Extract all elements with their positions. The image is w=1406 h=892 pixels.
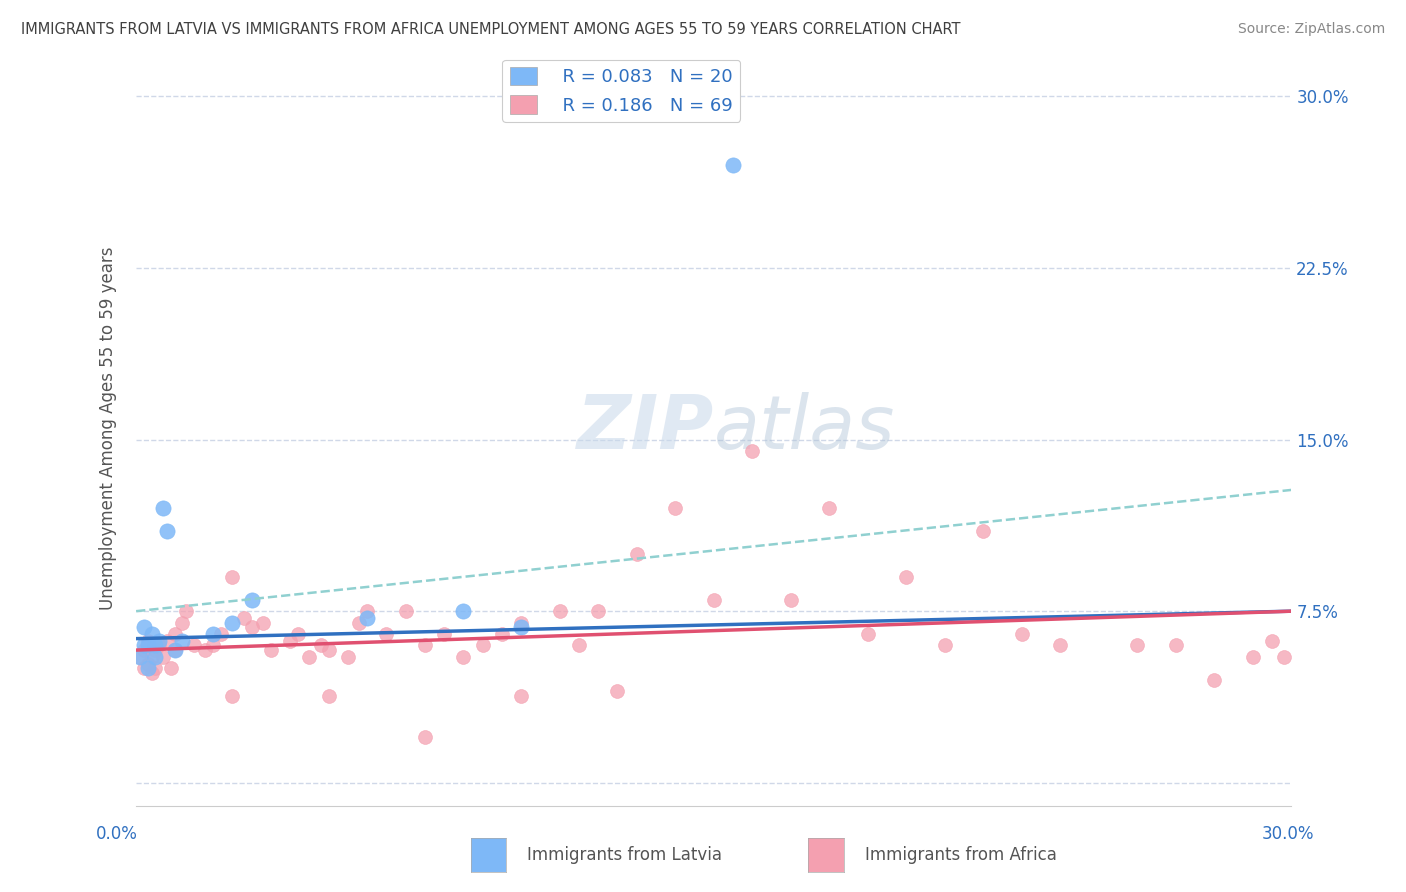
Point: [1272, 649, 1295, 664]
Point: [453, 649, 475, 664]
Point: [152, 649, 174, 664]
Text: 0.0%: 0.0%: [96, 825, 138, 843]
Point: [129, 649, 152, 664]
Point: [202, 627, 225, 641]
Point: [174, 604, 197, 618]
Point: [413, 730, 436, 744]
Point: [703, 592, 725, 607]
Point: [318, 689, 340, 703]
Point: [232, 611, 254, 625]
Point: [586, 604, 609, 618]
Point: [183, 639, 205, 653]
Y-axis label: Unemployment Among Ages 55 to 59 years: Unemployment Among Ages 55 to 59 years: [100, 246, 117, 610]
Point: [1049, 639, 1071, 653]
Point: [356, 611, 378, 625]
Point: [202, 639, 225, 653]
Point: [972, 524, 994, 538]
Point: [375, 627, 398, 641]
Point: [349, 615, 371, 630]
Point: [221, 689, 243, 703]
Point: [141, 627, 163, 641]
Point: [1164, 639, 1187, 653]
Point: [163, 643, 186, 657]
Point: [1126, 639, 1149, 653]
Text: IMMIGRANTS FROM LATVIA VS IMMIGRANTS FROM AFRICA UNEMPLOYMENT AMONG AGES 55 TO 5: IMMIGRANTS FROM LATVIA VS IMMIGRANTS FRO…: [21, 22, 960, 37]
Point: [260, 643, 283, 657]
Point: [626, 547, 648, 561]
Point: [1204, 673, 1226, 687]
Text: Source: ZipAtlas.com: Source: ZipAtlas.com: [1237, 22, 1385, 37]
Point: [194, 643, 217, 657]
Point: [172, 615, 194, 630]
Point: [132, 639, 155, 653]
Point: [240, 620, 263, 634]
Point: [278, 634, 301, 648]
Point: [221, 570, 243, 584]
Point: [141, 665, 163, 680]
Point: [129, 649, 152, 664]
Point: [163, 643, 186, 657]
Point: [934, 639, 956, 653]
Point: [309, 639, 332, 653]
Point: [548, 604, 571, 618]
Point: [156, 634, 179, 648]
Point: [240, 592, 263, 607]
Point: [471, 639, 494, 653]
Point: [163, 627, 186, 641]
Point: [1241, 649, 1264, 664]
Point: [510, 620, 533, 634]
Point: [145, 649, 167, 664]
Point: [395, 604, 418, 618]
Point: [356, 604, 378, 618]
Point: [141, 649, 163, 664]
Point: [1261, 634, 1284, 648]
Point: [136, 639, 159, 653]
Point: [159, 661, 181, 675]
Point: [136, 639, 159, 653]
Point: [148, 634, 170, 648]
Point: [145, 661, 167, 675]
Point: [510, 615, 533, 630]
Text: 30.0%: 30.0%: [1263, 825, 1315, 843]
Point: [491, 627, 513, 641]
Point: [132, 643, 155, 657]
Point: [741, 444, 763, 458]
Point: [287, 627, 309, 641]
Point: [209, 627, 232, 641]
Point: [721, 158, 744, 172]
Text: ZIP: ZIP: [576, 392, 714, 465]
Point: [145, 643, 167, 657]
Point: [152, 501, 174, 516]
Point: [156, 524, 179, 538]
Point: [1011, 627, 1033, 641]
Point: [132, 661, 155, 675]
Point: [172, 634, 194, 648]
Point: [606, 684, 628, 698]
Legend:   R = 0.083   N = 20,   R = 0.186   N = 69: R = 0.083 N = 20, R = 0.186 N = 69: [502, 60, 740, 122]
Point: [298, 649, 321, 664]
Text: Immigrants from Africa: Immigrants from Africa: [865, 847, 1056, 864]
Point: [413, 639, 436, 653]
Point: [433, 627, 456, 641]
Point: [136, 661, 159, 675]
Point: [664, 501, 686, 516]
Point: [336, 649, 359, 664]
Point: [856, 627, 879, 641]
Point: [145, 639, 167, 653]
Point: [148, 639, 170, 653]
Text: Immigrants from Latvia: Immigrants from Latvia: [527, 847, 723, 864]
Point: [779, 592, 801, 607]
Point: [136, 657, 159, 671]
Point: [896, 570, 918, 584]
Point: [568, 639, 591, 653]
Point: [221, 615, 243, 630]
Point: [252, 615, 274, 630]
Point: [318, 643, 340, 657]
Point: [510, 689, 533, 703]
Text: atlas: atlas: [714, 392, 896, 464]
Point: [136, 634, 159, 648]
Point: [818, 501, 841, 516]
Point: [453, 604, 475, 618]
Point: [132, 620, 155, 634]
